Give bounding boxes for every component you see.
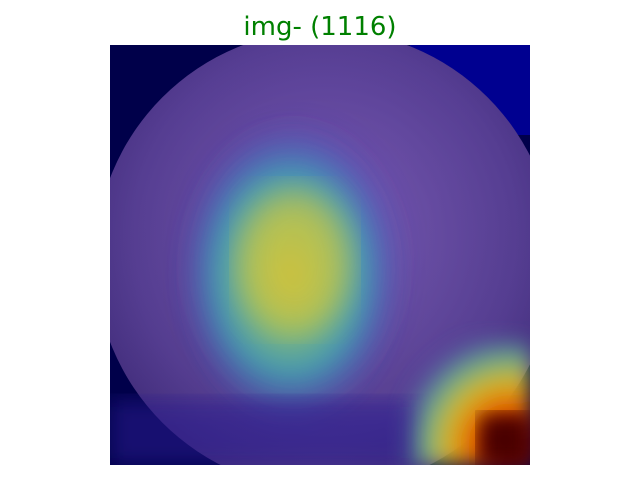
heatmap-svg	[110, 45, 530, 465]
image-title: img- (1116)	[243, 12, 397, 42]
bottom-band	[110, 400, 410, 465]
hot-core-right	[480, 415, 530, 465]
hot-core-left	[240, 190, 350, 330]
heatmap-image	[110, 45, 530, 465]
